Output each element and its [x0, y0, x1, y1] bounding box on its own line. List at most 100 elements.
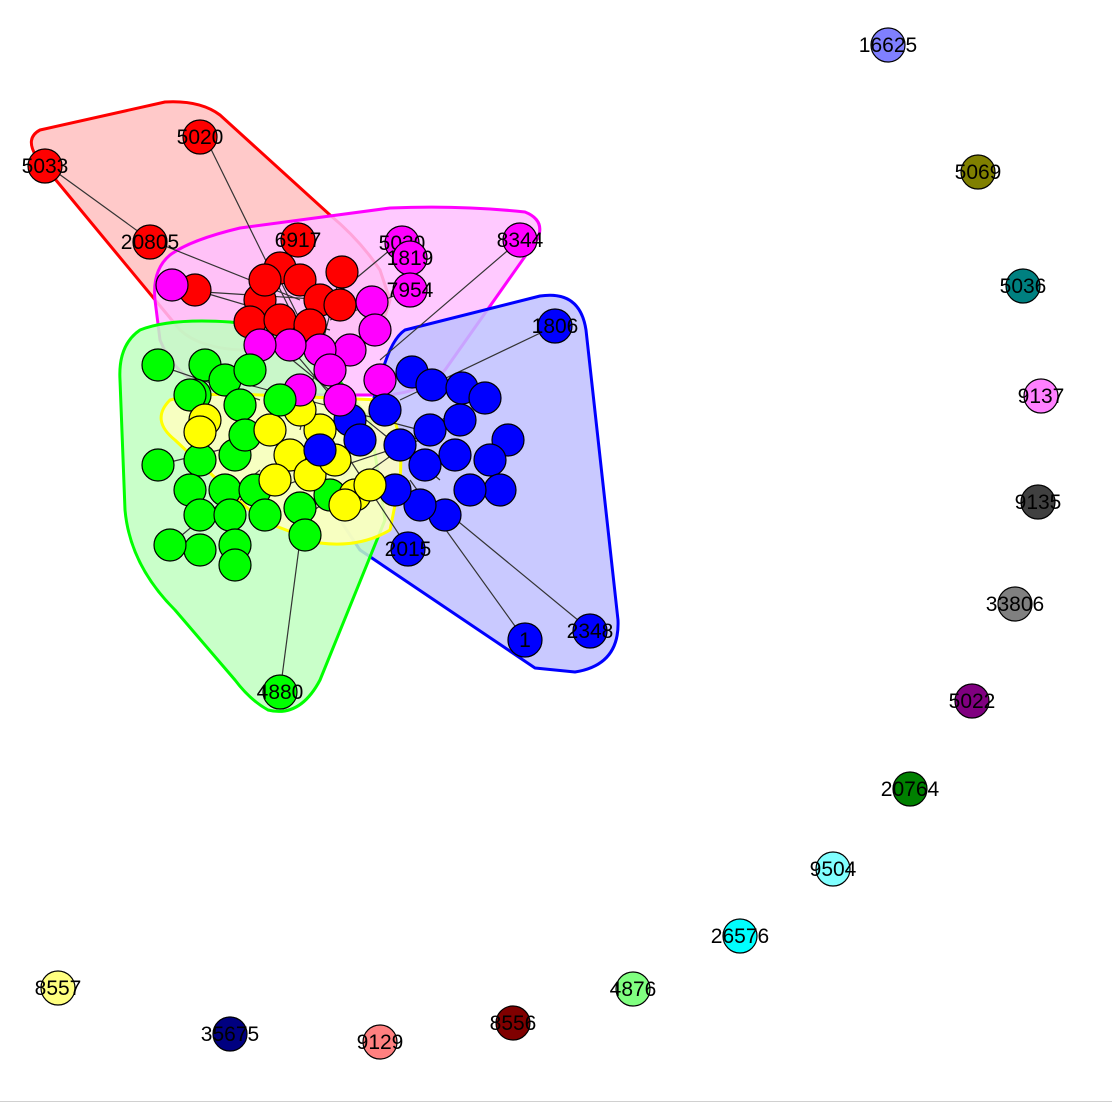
- node-2348: 2348: [567, 613, 614, 649]
- node-5022: 5022: [949, 683, 996, 719]
- node-circle: [722, 918, 758, 954]
- node: [183, 443, 217, 477]
- node-label: 9137: [1018, 385, 1065, 408]
- node: [253, 413, 287, 447]
- node-5020: 5020: [177, 119, 224, 155]
- node-35675: 35675: [201, 1016, 259, 1052]
- node: [438, 438, 472, 472]
- node-label: 33806: [986, 593, 1044, 616]
- group-hulls: [29, 100, 620, 713]
- edge: [47, 165, 151, 241]
- node-label: 20764: [881, 778, 940, 801]
- node-layer: 5020503320805691750308344181979541806201…: [22, 27, 1065, 1060]
- node-16625: 16625: [859, 27, 917, 63]
- node-5069: 5069: [955, 154, 1002, 190]
- node-9129: 9129: [357, 1024, 404, 1060]
- node-8557: 8557: [35, 970, 81, 1006]
- node-circle: [182, 119, 218, 155]
- node: [355, 285, 389, 319]
- node-label: 1806: [532, 315, 579, 338]
- node: [258, 463, 292, 497]
- node: [468, 381, 502, 415]
- node-circle: [1020, 484, 1056, 520]
- node-circle: [507, 622, 543, 658]
- node: [353, 468, 387, 502]
- node-label: 20805: [121, 231, 179, 254]
- node-label: 9129: [357, 1031, 404, 1054]
- node-8556: 8556: [490, 1005, 537, 1041]
- node-20764: 20764: [881, 771, 940, 807]
- node-circle: [212, 1016, 248, 1052]
- node-circle: [892, 771, 928, 807]
- node: [141, 448, 175, 482]
- node-circle: [40, 970, 76, 1006]
- node-label: 7954: [387, 279, 434, 302]
- node-8344: 8344: [497, 222, 544, 258]
- node-1806: 1806: [532, 308, 579, 344]
- node-label: 16625: [859, 34, 917, 57]
- node-label: 5022: [949, 690, 996, 713]
- node-circle: [1023, 378, 1059, 414]
- node-9504: 9504: [810, 851, 857, 887]
- bottom-divider: [0, 1101, 1112, 1102]
- node-circle: [960, 154, 996, 190]
- node-4880: 4880: [257, 674, 303, 710]
- node-6917: 6917: [275, 222, 321, 258]
- node: [473, 443, 507, 477]
- node: [183, 533, 217, 567]
- node-label: 2348: [567, 620, 614, 643]
- node-label: 1: [519, 629, 531, 652]
- node: [403, 488, 437, 522]
- node: [343, 423, 377, 457]
- node-label: 35675: [201, 1023, 259, 1046]
- node: [383, 428, 417, 462]
- edge: [204, 136, 301, 331]
- node-4876: 4876: [610, 971, 657, 1007]
- node: [323, 383, 357, 417]
- node-9135: 9135: [1015, 484, 1061, 520]
- node-2015: 2015: [385, 531, 432, 567]
- edge: [279, 539, 301, 693]
- node-circle: [262, 674, 298, 710]
- node: [183, 498, 217, 532]
- node-label: 8344: [497, 229, 544, 252]
- node: [153, 528, 187, 562]
- node: [288, 518, 322, 552]
- node: [283, 263, 317, 297]
- node-label: 2015: [385, 538, 432, 561]
- node: [443, 403, 477, 437]
- node-circle: [27, 148, 63, 184]
- node-5036: 5036: [1000, 268, 1046, 304]
- node-label: 8556: [490, 1012, 537, 1035]
- node-circle: [870, 27, 906, 63]
- node-label: 5069: [955, 161, 1002, 184]
- node-circle: [362, 1024, 398, 1060]
- node-circle: [390, 531, 426, 567]
- node-circle: [280, 222, 316, 258]
- node: [223, 388, 257, 422]
- node-26576: 26576: [711, 918, 769, 954]
- node-circle: [537, 308, 573, 344]
- node-20805: 20805: [121, 224, 179, 260]
- node: [323, 288, 357, 322]
- node-circle: [495, 1005, 531, 1041]
- node: [415, 368, 449, 402]
- node-label: 5020: [177, 126, 224, 149]
- node-circle: [392, 272, 428, 308]
- edge: [379, 239, 521, 361]
- node: [273, 328, 307, 362]
- node-label: 4876: [610, 978, 657, 1001]
- node: [368, 393, 402, 427]
- node: [483, 473, 517, 507]
- node: [155, 268, 189, 302]
- node: [183, 415, 217, 449]
- node: [248, 498, 282, 532]
- node: [248, 263, 282, 297]
- node-label: 26576: [711, 925, 769, 948]
- node-circle: [815, 851, 851, 887]
- node-circle: [615, 971, 651, 1007]
- node-circle: [502, 222, 538, 258]
- node: [173, 378, 207, 412]
- node-1: 1: [507, 622, 543, 658]
